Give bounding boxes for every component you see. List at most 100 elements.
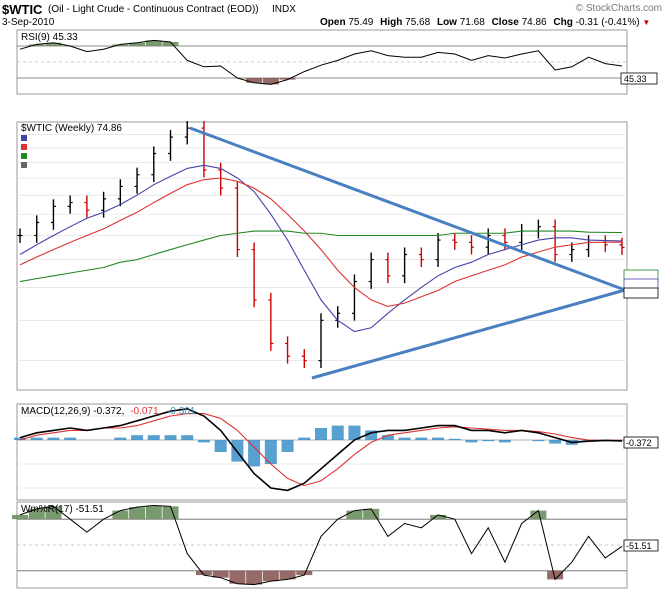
rsi-overbought-fill [45,42,62,46]
watermark: © StockCharts.com [575,3,662,14]
chart-header: $WTIC (Oil - Light Crude - Continuous Co… [2,2,664,28]
macd-label-signal: -0.071, [130,406,161,417]
open-label: Open [320,17,346,28]
macd-hist-bar [248,440,261,467]
lower-trendline [311,288,626,380]
rsi-panel: RSI(9) 45.33 45.33 [16,29,658,95]
ma-line-0 [19,164,623,333]
macd-histogram [14,425,628,467]
price-tag-box [623,287,659,299]
willr-overbought-fill [346,510,363,520]
macd-hist-bar [549,440,562,444]
macd-last-tag: -0.372 [623,436,659,449]
high-label: High [380,17,403,28]
rsi-panel-frame [16,29,628,95]
symbol-description: (Oil - Light Crude - Continuous Contract… [48,4,259,15]
willr-last-tag: -51.51 [623,539,659,552]
willr-oversold-fill [212,570,229,578]
macd-label: MACD(12,26,9) -0.372, -0.071, -0.301 [21,406,196,417]
willr-label: Wm%R(17) -51.51 [21,504,104,515]
rsi-overbought-fill [162,42,179,46]
price-panel: $WTIC (Weekly) 74.86 [16,121,659,391]
low-label: Low [436,17,457,28]
willr-oversold-fill [229,570,246,584]
macd-panel-frame [16,403,628,501]
macd-hist-bar [315,428,327,440]
macd-hist-bar [448,438,461,440]
triangle-trendlines [189,126,626,380]
macd-hist-bar [14,437,26,440]
rsi-last-tag: 45.33 [620,72,658,85]
symbol-title: $WTIC [2,2,43,17]
macd-hist-bar [281,440,294,452]
macd-hist-bar [164,435,177,440]
ma-line-2 [19,230,623,283]
rsi-lines [19,39,623,85]
macd-hist-bar [331,425,344,440]
macd-lines [19,407,623,492]
exchange-label: INDX [272,4,296,15]
chg-label: Chg [553,17,573,28]
macd-hist-bar [197,440,210,443]
ma-line-1 [19,177,623,308]
legend-swatch [21,153,27,159]
willr-overbought-fill [112,510,129,520]
macd-hist-bar [432,437,445,440]
rsi-overbought-fill [28,44,45,46]
willr-line [19,504,623,586]
rsi-last-value: 45.33 [624,74,647,84]
upper-trendline [189,126,626,292]
rsi-oversold-fill [279,78,296,80]
willr-overbought-fill [145,505,162,520]
willr-last-value: -51.51 [626,541,652,551]
macd-hist-bar [147,435,160,440]
down-arrow-icon: ▼ [642,18,651,27]
macd-hist-bar [398,437,411,440]
willr-fills [12,505,564,585]
macd-hist-bar [298,437,311,440]
macd-hist-bar [498,440,511,443]
willr-oversold-fill [262,570,279,582]
macd-hist-bar [131,435,144,440]
rsi-fills [28,40,296,85]
willr-lines [19,504,623,586]
willr-oversold-fill [246,570,263,585]
open-value: 75.49 [348,17,374,28]
macd-hist-bar [365,430,378,440]
macd-hist-bar [30,437,43,440]
macd-hist-bar [532,440,545,442]
rsi-oversold-fill [262,78,279,85]
willr-overbought-fill [162,506,179,520]
willr-overbought-fill [28,508,45,520]
macd-hist-bar [381,435,394,440]
low-value: 71.68 [459,17,485,28]
macd-hist-bar [181,435,194,440]
moving-averages [19,164,623,333]
macd-panel: MACD(12,26,9) -0.372, -0.071, -0.301 -0.… [14,403,659,501]
close-label: Close [491,17,519,28]
willr-oversold-fill [547,570,564,580]
legend-swatch [21,144,27,150]
macd-hist-bar [214,440,227,452]
willr-oversold-fill [279,570,296,580]
macd-last-value: -0.372 [626,438,652,448]
willr-overbought-fill [430,514,447,520]
price-right-tags [623,269,659,299]
willr-oversold-fill [296,570,313,576]
macd-hist-bar [348,425,361,440]
rsi-overbought-fill [112,44,129,46]
macd-hist-bar [482,440,495,442]
rsi-line [19,39,623,85]
willr-panel: Wm%R(17) -51.51 -51.51 [12,501,659,589]
price-legend [21,135,27,168]
macd-label-main: MACD(12,26,9) -0.372, [21,406,124,417]
macd-hist-bar [47,437,60,440]
macd-hist-bar [64,437,77,440]
high-value: 75.68 [405,17,431,28]
legend-swatch [21,162,27,168]
willr-oversold-fill [195,570,212,576]
macd-hist-bar [264,440,277,464]
price-tag-box [623,278,659,290]
macd-line [19,407,623,492]
